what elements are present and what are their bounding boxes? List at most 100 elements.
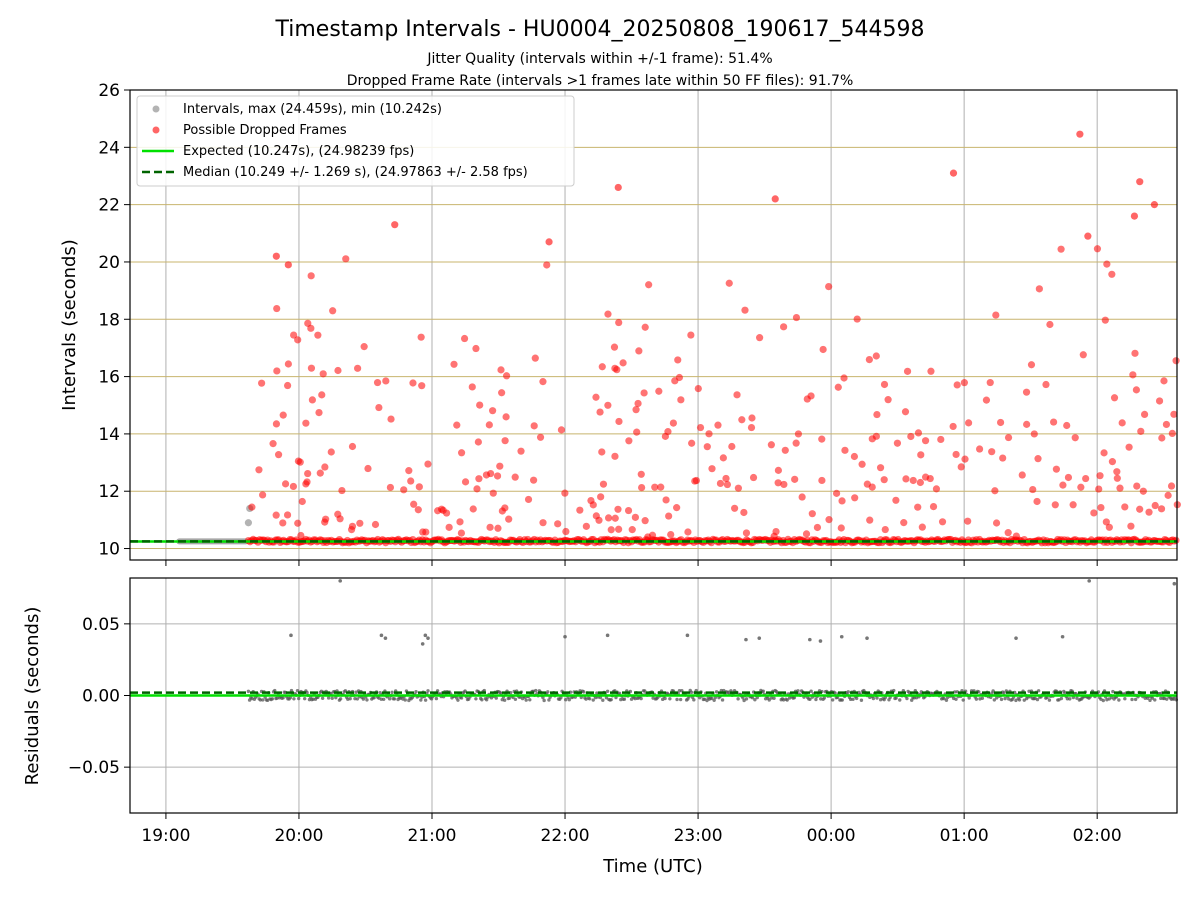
dropped-frame-point: [296, 458, 304, 466]
dropped-frame-point: [819, 345, 827, 354]
dropped-frame-point: [1101, 316, 1109, 324]
dropped-frame-point: [1029, 485, 1037, 494]
dropped-frame-point: [348, 522, 357, 530]
residual-point: [379, 697, 384, 701]
dropped-frame-point: [611, 452, 619, 460]
dropped-frame-point: [604, 310, 612, 318]
dropped-frame-point: [1090, 509, 1098, 517]
dropped-frame-point: [694, 384, 702, 393]
dropped-frame-point: [456, 518, 464, 526]
residual-point: [567, 697, 571, 702]
residual-outlier-point: [839, 634, 844, 639]
dropped-frame-point: [356, 519, 364, 527]
dropped-frame-point: [1052, 465, 1061, 473]
residual-outlier-point: [1172, 581, 1177, 586]
dropped-frame-point: [657, 483, 665, 491]
dropped-frame-point: [952, 450, 960, 459]
dropped-frame-point: [279, 411, 287, 419]
dropped-frame-point: [273, 367, 281, 375]
residual-point: [999, 697, 1004, 702]
residual-point: [261, 698, 265, 702]
dropped-frame-point: [319, 370, 327, 378]
residual-point: [382, 697, 386, 701]
dropped-frame-point: [561, 489, 569, 497]
dropped-frame-point: [684, 528, 692, 536]
residual-point: [694, 688, 698, 693]
dropped-frame-point: [597, 493, 605, 501]
residual-point: [270, 697, 275, 701]
dropped-frame-point: [791, 475, 799, 483]
dropped-frame-point: [1046, 320, 1054, 329]
dropped-frame-point: [604, 514, 613, 522]
residual-point: [910, 698, 914, 702]
dropped-frame-point: [486, 523, 494, 531]
residual-point: [296, 696, 301, 701]
dropped-frame-point: [334, 366, 342, 375]
dropped-frame-point: [502, 413, 510, 421]
residual-point: [292, 697, 296, 701]
residual-point: [1153, 698, 1157, 702]
residual-point: [459, 696, 464, 700]
residual-point: [426, 689, 430, 693]
dropped-frame-point: [255, 466, 263, 474]
dropped-frame-point: [1051, 501, 1059, 509]
dropped-frame-point: [1167, 482, 1176, 490]
dropped-frame-point: [692, 476, 701, 485]
dropped-frame-point: [450, 360, 458, 368]
residual-point: [1068, 697, 1072, 701]
dropped-frame-point: [596, 408, 604, 416]
dropped-frame-point: [272, 420, 281, 428]
legend-expected-label: Expected (10.247s), (24.98239 fps): [183, 144, 414, 159]
dropped-frame-point: [387, 415, 395, 423]
dropped-frame-point: [723, 480, 731, 489]
dropped-frame-point: [669, 419, 677, 427]
dropped-frame-point: [655, 387, 663, 395]
residual-point: [563, 698, 568, 702]
residual-point: [591, 698, 595, 702]
dropped-frame-point: [259, 491, 267, 499]
dropped-frame-point: [808, 510, 816, 518]
residual-point: [281, 696, 285, 700]
dropped-frame-point: [619, 359, 627, 367]
dropped-frame-point: [1164, 491, 1172, 499]
dropped-frame-point: [442, 509, 451, 517]
residual-point: [1003, 696, 1007, 701]
residuals-y-ticks: −0.05 0.00 0.05: [68, 615, 130, 778]
dropped-frame-point: [675, 373, 684, 382]
dropped-frame-point: [274, 451, 283, 459]
residual-point: [1150, 696, 1155, 700]
dropped-frame-point: [258, 379, 266, 387]
x-tick-label: 19:00: [141, 826, 190, 846]
dropped-frame-point: [1063, 421, 1071, 430]
dropped-frame-point: [497, 366, 505, 374]
dropped-frame-point: [902, 475, 910, 483]
residual-point: [689, 690, 694, 695]
dropped-frame-point: [873, 410, 881, 419]
residual-point: [307, 697, 312, 702]
dropped-frame-point: [1113, 468, 1121, 476]
dropped-frame-point: [1155, 397, 1164, 405]
residual-point: [419, 698, 423, 702]
dropped-frame-point: [489, 489, 497, 497]
dropped-frame-point: [475, 475, 483, 483]
residual-point: [809, 689, 813, 693]
residual-point: [587, 697, 592, 701]
residual-point: [1047, 698, 1052, 702]
dropped-frame-point: [562, 527, 570, 536]
dropped-frame-point: [960, 379, 968, 387]
residual-point: [387, 697, 392, 701]
dropped-frame-point: [405, 467, 413, 475]
residual-point: [392, 697, 397, 701]
dropped-frame-point: [1035, 285, 1043, 293]
dropped-frame-point: [473, 485, 481, 493]
dropped-frame-point: [834, 383, 842, 391]
residual-point: [991, 689, 995, 693]
residual-outlier-point: [808, 637, 812, 642]
dropped-frame-point: [640, 389, 648, 397]
dropped-frame-point: [417, 333, 425, 341]
intervals-y-tick-label: 14: [98, 425, 120, 445]
dropped-frame-point: [294, 519, 302, 527]
residual-point: [848, 697, 853, 702]
residual-point: [944, 698, 949, 702]
residual-point: [542, 698, 546, 703]
